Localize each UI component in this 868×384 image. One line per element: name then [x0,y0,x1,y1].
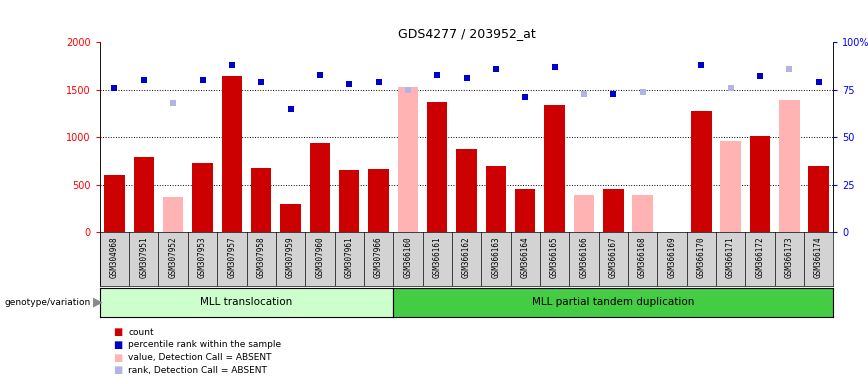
Bar [603,189,623,232]
Bar [221,76,242,232]
Text: count: count [128,328,155,337]
Bar [310,143,330,232]
Text: GSM366174: GSM366174 [814,237,823,278]
Text: GSM366163: GSM366163 [491,237,500,278]
Text: ■: ■ [113,340,122,350]
Bar [457,149,477,232]
Bar [691,111,712,232]
Text: GSM304968: GSM304968 [110,237,119,278]
Bar [485,166,506,232]
Text: GSM307961: GSM307961 [345,237,353,278]
Text: GSM366161: GSM366161 [433,237,442,278]
Text: GSM307960: GSM307960 [315,237,325,278]
Text: GSM307958: GSM307958 [257,237,266,278]
Text: GSM366167: GSM366167 [608,237,618,278]
Text: GSM366166: GSM366166 [580,237,589,278]
Text: ■: ■ [113,353,122,362]
Bar [750,136,770,232]
Text: ■: ■ [113,327,122,337]
Bar [104,175,125,232]
Bar [779,100,799,232]
Bar [544,105,565,232]
Bar [134,157,155,232]
Text: MLL partial tandem duplication: MLL partial tandem duplication [532,297,694,307]
Text: GSM366165: GSM366165 [550,237,559,278]
Text: GSM307953: GSM307953 [198,237,207,278]
Text: percentile rank within the sample: percentile rank within the sample [128,340,281,349]
Bar [280,204,301,232]
Text: GSM366172: GSM366172 [755,237,765,278]
Bar [368,169,389,232]
Text: GSM366171: GSM366171 [727,237,735,278]
Bar [192,163,213,232]
Text: GSM366164: GSM366164 [521,237,529,278]
Text: GSM366169: GSM366169 [667,237,676,278]
Title: GDS4277 / 203952_at: GDS4277 / 203952_at [398,26,536,40]
Bar [632,195,653,232]
Text: GSM366173: GSM366173 [785,237,793,278]
Text: GSM366170: GSM366170 [697,237,706,278]
Bar [808,166,829,232]
Text: GSM307957: GSM307957 [227,237,236,278]
Bar [251,168,272,232]
Bar [398,87,418,232]
Text: GSM307952: GSM307952 [168,237,178,278]
Text: MLL translocation: MLL translocation [201,297,293,307]
Text: rank, Detection Call = ABSENT: rank, Detection Call = ABSENT [128,366,267,375]
Bar [163,197,183,232]
Bar [574,195,595,232]
Text: GSM307966: GSM307966 [374,237,383,278]
Bar [339,170,359,232]
Text: GSM366162: GSM366162 [462,237,471,278]
Text: GSM307951: GSM307951 [140,237,148,278]
Text: genotype/variation: genotype/variation [4,298,90,307]
Bar [720,141,741,232]
Text: value, Detection Call = ABSENT: value, Detection Call = ABSENT [128,353,272,362]
Bar [427,102,448,232]
Text: ▶: ▶ [93,296,102,309]
Bar [515,189,536,232]
Text: GSM366168: GSM366168 [638,237,647,278]
Text: GSM366160: GSM366160 [404,237,412,278]
Text: GSM307959: GSM307959 [286,237,295,278]
Text: ■: ■ [113,365,122,375]
